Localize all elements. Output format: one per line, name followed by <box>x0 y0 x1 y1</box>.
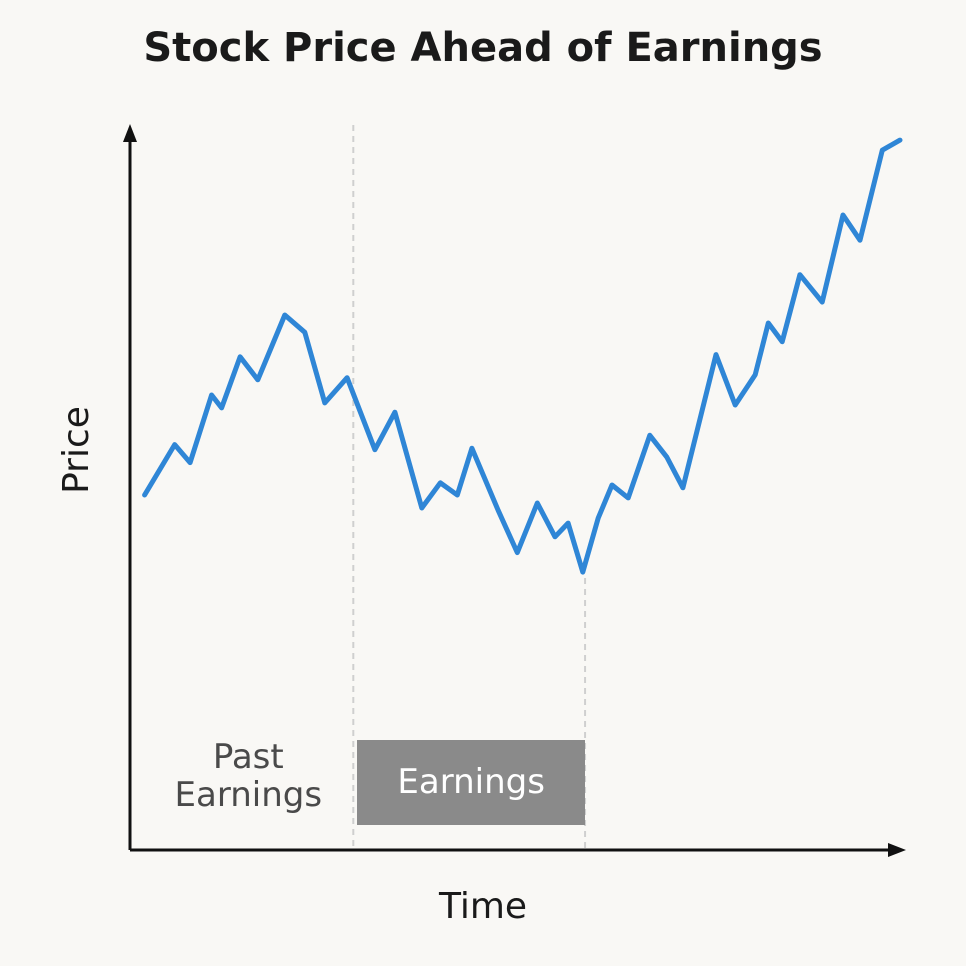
event-label: Earnings <box>357 740 586 825</box>
y-axis-arrow <box>123 124 137 142</box>
event-label: Past Earnings <box>174 737 323 816</box>
price-line <box>142 137 903 575</box>
x-axis-arrow <box>888 843 906 857</box>
x-axis-label: Time <box>438 886 527 927</box>
y-axis-label: Price <box>56 406 97 494</box>
chart-title: Stock Price Ahead of Earnings <box>143 25 822 71</box>
